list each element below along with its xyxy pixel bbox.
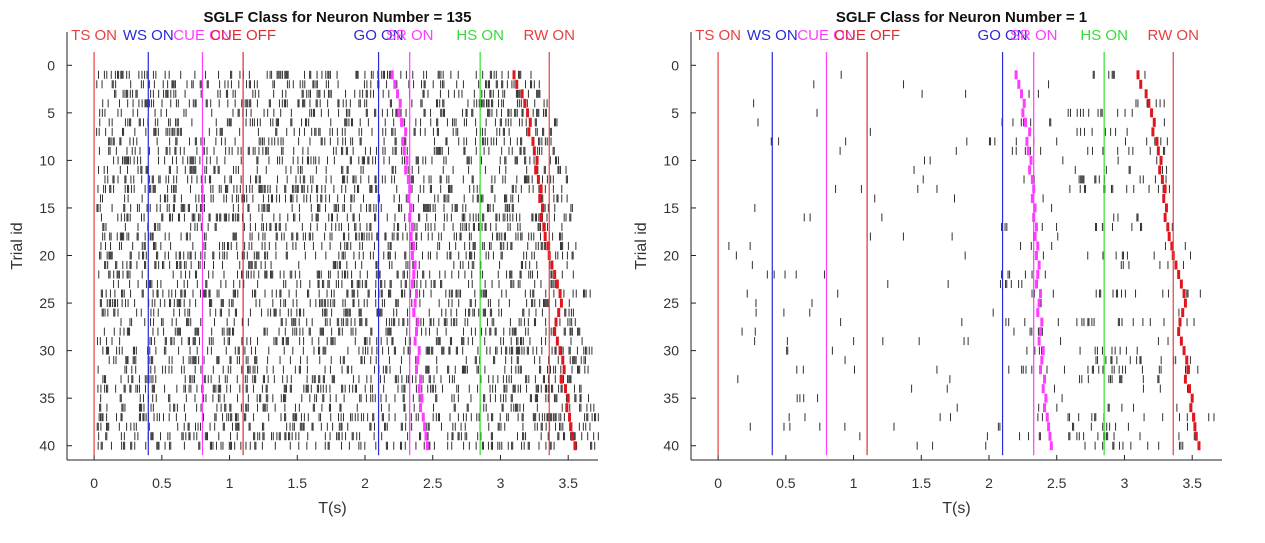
- event-label: CUE ON: [173, 27, 231, 44]
- y-tick-label: 0: [47, 57, 55, 73]
- x-axis-label: T(s): [942, 500, 970, 517]
- y-tick-label: 35: [663, 390, 679, 406]
- x-tick-label: 3.5: [1182, 475, 1202, 491]
- trial-marker-series: [1136, 70, 1201, 451]
- chart-title: SGLF Class for Neuron Number = 1: [836, 9, 1087, 26]
- trial-marker-series: [1014, 70, 1053, 451]
- chart-title: SGLF Class for Neuron Number = 135: [204, 9, 472, 26]
- y-tick-label: 35: [39, 390, 55, 406]
- x-tick-label: 2.5: [423, 475, 443, 491]
- x-tick-label: 0: [90, 475, 98, 491]
- spike-raster: [728, 70, 1215, 450]
- y-axis-label: Trial id: [9, 222, 26, 269]
- event-label: RW ON: [1148, 27, 1199, 44]
- x-tick-label: 0: [714, 475, 722, 491]
- x-tick-label: 1.5: [912, 475, 932, 491]
- y-tick-label: 10: [663, 152, 679, 168]
- event-label: WS ON: [123, 27, 174, 44]
- y-tick-label: 5: [671, 105, 679, 121]
- event-label: RW ON: [524, 27, 575, 44]
- spike-raster: [96, 70, 599, 450]
- y-tick-label: 15: [39, 200, 55, 216]
- y-tick-label: 20: [39, 248, 55, 264]
- x-tick-label: 1.5: [288, 475, 308, 491]
- event-label: TS ON: [71, 27, 117, 44]
- event-label: HS ON: [456, 27, 504, 44]
- x-tick-label: 1: [850, 475, 858, 491]
- y-tick-label: 40: [39, 438, 55, 454]
- y-tick-label: 30: [663, 343, 679, 359]
- event-label: TS ON: [695, 27, 741, 44]
- x-tick-label: 2: [985, 475, 993, 491]
- x-tick-label: 1: [226, 475, 234, 491]
- x-tick-label: 0.5: [152, 475, 172, 491]
- y-tick-label: 25: [39, 295, 55, 311]
- event-label: SR ON: [386, 27, 434, 44]
- y-axis-label: Trial id: [633, 222, 650, 269]
- event-label: CUE OFF: [834, 27, 900, 44]
- event-label: CUE ON: [797, 27, 855, 44]
- x-tick-label: 0.5: [776, 475, 796, 491]
- y-tick-label: 30: [39, 343, 55, 359]
- raster-chart: SGLF Class for Neuron Number = 1 0 0.5 1 1.5…: [633, 9, 1222, 517]
- event-label: SR ON: [1010, 27, 1058, 44]
- x-tick-label: 2.5: [1047, 475, 1067, 491]
- x-tick-label: 3: [1121, 475, 1129, 491]
- y-tick-label: 10: [39, 152, 55, 168]
- x-tick-label: 3.5: [558, 475, 578, 491]
- x-tick-label: 3: [497, 475, 505, 491]
- x-axis-label: T(s): [318, 500, 346, 517]
- y-tick-label: 5: [47, 105, 55, 121]
- trial-marker-series: [512, 70, 577, 451]
- x-tick-label: 2: [361, 475, 369, 491]
- y-tick-label: 15: [663, 200, 679, 216]
- raster-panel-neuron-135: SGLF Class for Neuron Number = 135 0 0.5 1 1…: [0, 0, 632, 538]
- raster-panel-neuron-1: SGLF Class for Neuron Number = 1 0 0.5 1 1.5…: [624, 0, 1256, 538]
- event-label: CUE OFF: [210, 27, 276, 44]
- y-tick-label: 25: [663, 295, 679, 311]
- event-label: GO ON: [354, 27, 404, 44]
- event-label: WS ON: [747, 27, 798, 44]
- raster-chart: SGLF Class for Neuron Number = 135 0 0.5 1 1…: [9, 9, 599, 517]
- y-tick-label: 40: [663, 438, 679, 454]
- y-tick-label: 0: [671, 57, 679, 73]
- event-label: GO ON: [978, 27, 1028, 44]
- y-tick-label: 20: [663, 248, 679, 264]
- event-label: HS ON: [1080, 27, 1128, 44]
